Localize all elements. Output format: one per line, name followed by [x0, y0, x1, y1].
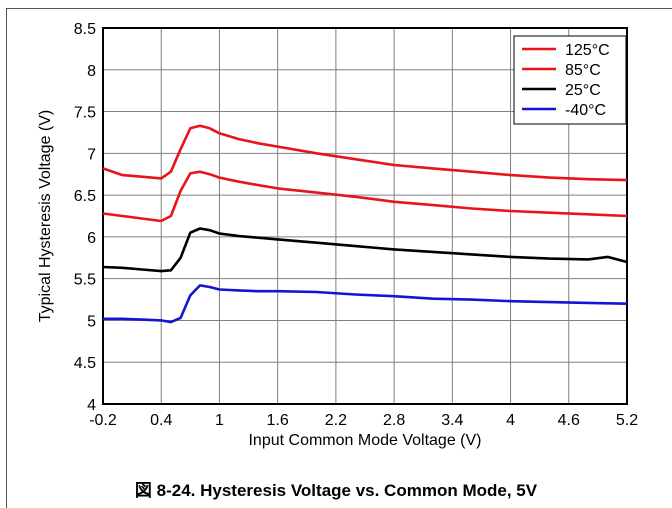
series-line-0 [102, 124, 628, 182]
page-frame-left [6, 8, 7, 508]
y-tick-label: 6 [87, 230, 96, 247]
x-tick-labels: -0.2 0.4 1 1.6 2.2 2.8 3.4 4 4.6 5.2 [89, 412, 638, 429]
y-tick-label: 5 [87, 313, 96, 330]
x-tick-label: 1.6 [267, 412, 289, 429]
legend-label-2: 25°C [565, 82, 601, 99]
x-tick-label: 2.2 [325, 412, 347, 429]
y-tick-label: 7.5 [74, 105, 96, 122]
x-tick-label: -0.2 [89, 412, 117, 429]
x-tick-label: 5.2 [616, 412, 638, 429]
y-tick-label: 8.5 [74, 21, 96, 38]
series-line-1 [102, 170, 628, 223]
legend-label-3: -40°C [565, 102, 606, 119]
legend: 125°C 85°C 25°C -40°C [513, 35, 627, 125]
x-tick-label: 0.4 [150, 412, 172, 429]
figure-caption: 図 8-24. Hysteresis Voltage vs. Common Mo… [134, 481, 538, 500]
legend-label-0: 125°C [565, 42, 610, 59]
x-tick-label: 4 [506, 412, 515, 429]
y-tick-label: 8 [87, 63, 96, 80]
series-line-3 [103, 284, 628, 324]
x-tick-label: 4.6 [558, 412, 580, 429]
y-axis-label: Typical Hysteresis Voltage (V) [37, 110, 54, 323]
x-tick-label: 3.4 [441, 412, 463, 429]
page-frame-top [6, 8, 672, 9]
x-tick-label: 1 [215, 412, 224, 429]
x-axis-label: Input Common Mode Voltage (V) [248, 432, 481, 449]
y-tick-label: 7 [87, 146, 96, 163]
x-tick-label: 2.8 [383, 412, 405, 429]
hysteresis-chart: -0.2 0.4 1 1.6 2.2 2.8 3.4 4 4.6 5.2 4 4.5 5 5.5 6 6.5… [37, 21, 638, 449]
y-tick-label: 5.5 [74, 272, 96, 289]
legend-label-1: 85°C [565, 62, 601, 79]
y-tick-labels: 4 4.5 5 5.5 6 6.5 7 7.5 8 8.5 [74, 21, 96, 414]
series-line-2 [102, 227, 628, 273]
y-tick-label: 6.5 [74, 188, 96, 205]
y-tick-label: 4.5 [74, 355, 96, 372]
y-tick-label: 4 [87, 397, 96, 414]
series-layer [102, 124, 628, 324]
